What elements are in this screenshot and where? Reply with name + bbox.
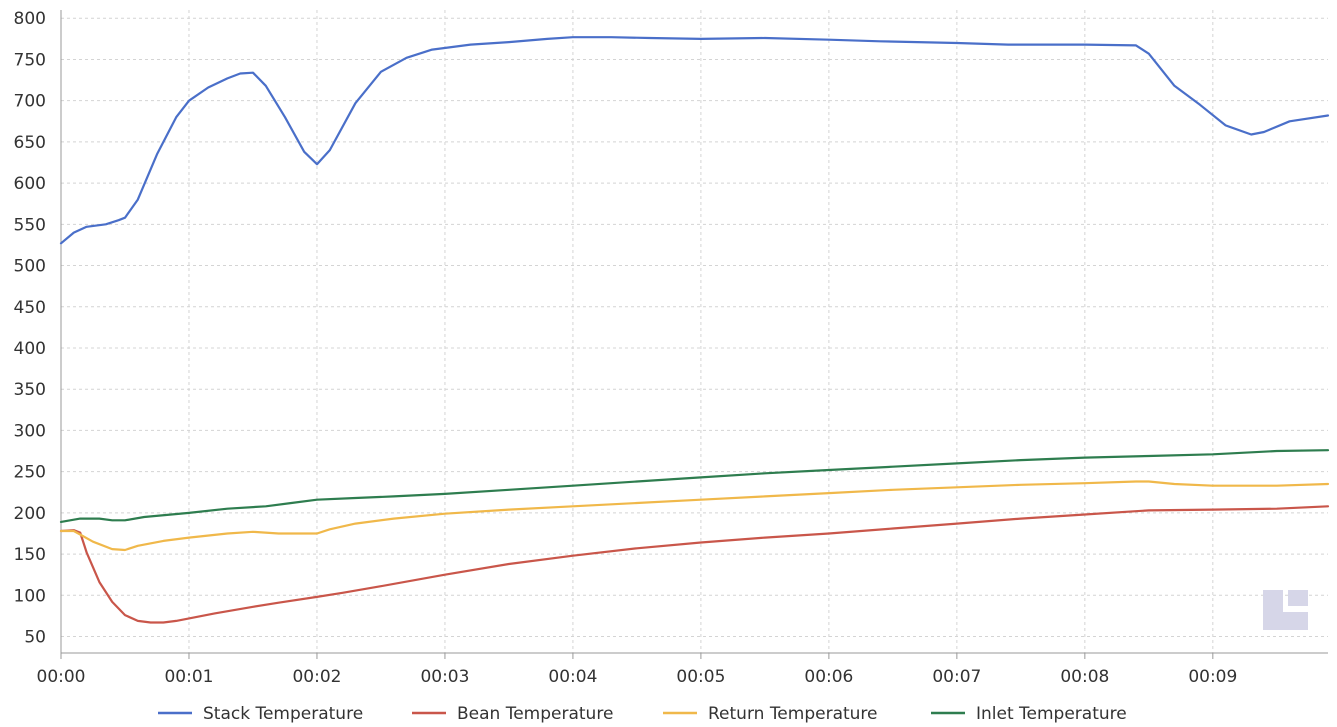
x-tick-label: 00:08 [1060, 667, 1109, 687]
legend-label-inlet-temperature: Inlet Temperature [976, 704, 1127, 724]
y-tick-label: 150 [14, 545, 46, 565]
y-tick-labels: 50 100 150 200 250 300 350 400 450 500 550 600 650 70… [14, 9, 46, 647]
x-tick-label: 00:09 [1188, 667, 1237, 687]
inlet-temperature-line [59, 449, 1330, 523]
legend-label-bean-temperature: Bean Temperature [457, 704, 613, 724]
legend-label-return-temperature: Return Temperature [708, 704, 878, 724]
y-tick-label: 500 [14, 257, 46, 277]
y-tick-label: 250 [14, 463, 46, 483]
y-tick-label: 50 [24, 628, 46, 648]
y-tick-label: 300 [14, 421, 46, 441]
x-tick-label: 00:05 [676, 667, 725, 687]
y-tick-label: 200 [14, 504, 46, 524]
series-lines [59, 36, 1330, 624]
x-tick-label: 00:00 [37, 667, 86, 687]
y-tick-label: 350 [14, 380, 46, 400]
logo-watermark [1263, 590, 1308, 630]
return-temperature-line [59, 480, 1330, 552]
x-tick-labels: 00:00 00:01 00:02 00:03 00:04 00:05 00:06 00:07… [37, 667, 1238, 687]
y-tick-label: 750 [14, 50, 46, 70]
y-tick-label: 600 [14, 174, 46, 194]
y-tick-label: 450 [14, 298, 46, 318]
y-tick-label: 100 [14, 586, 46, 606]
x-tick-label: 00:01 [164, 667, 213, 687]
stack-temperature-line [59, 36, 1330, 245]
x-tick-label: 00:06 [804, 667, 853, 687]
y-tick-label: 700 [14, 92, 46, 112]
y-tick-label: 650 [14, 133, 46, 153]
bean-temperature-line [59, 505, 1330, 624]
grid-lines [61, 10, 1328, 653]
x-tick-label: 00:07 [932, 667, 981, 687]
x-tick-label: 00:03 [420, 667, 469, 687]
legend-label-stack-temperature: Stack Temperature [203, 704, 363, 724]
legend: Stack Temperature Bean Temperature Return … [158, 704, 1127, 724]
axes [60, 10, 1328, 659]
x-tick-label: 00:04 [548, 667, 597, 687]
y-tick-label: 800 [14, 9, 46, 29]
y-tick-label: 550 [14, 215, 46, 235]
x-tick-label: 00:02 [292, 667, 341, 687]
y-tick-label: 400 [14, 339, 46, 359]
